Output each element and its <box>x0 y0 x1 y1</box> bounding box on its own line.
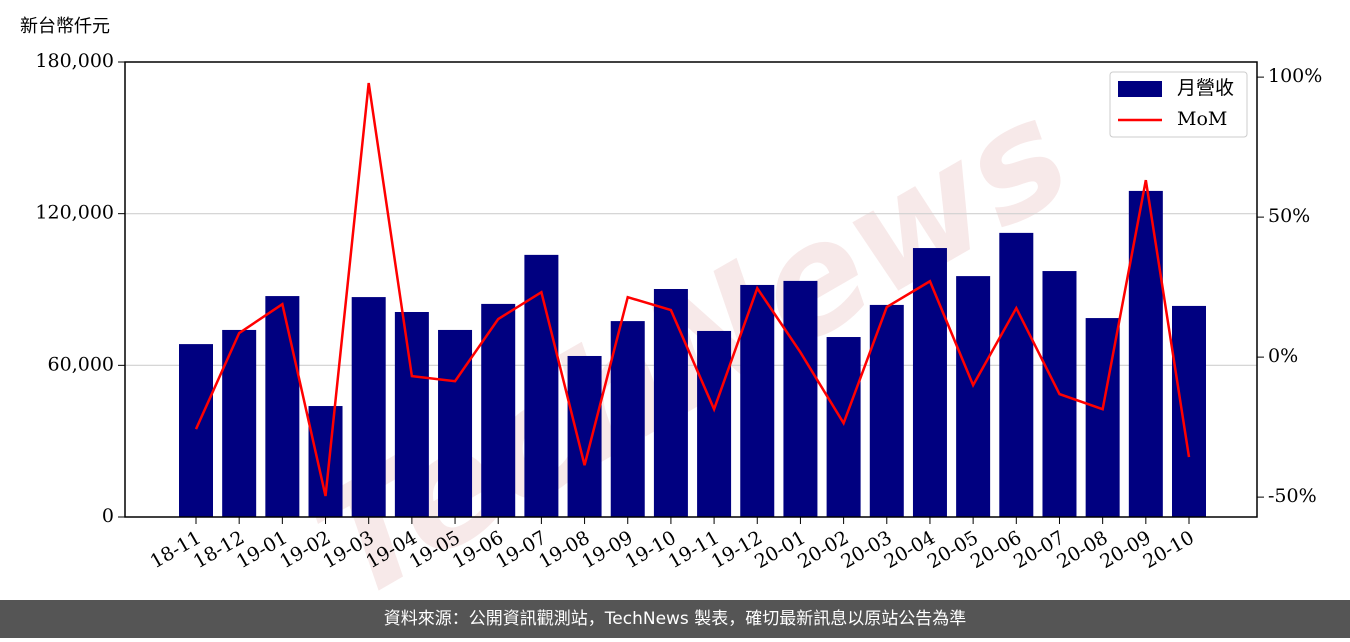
y-axis-label: 新台幣仟元 <box>20 16 110 37</box>
plot-frame <box>124 61 1258 518</box>
bar <box>999 232 1034 517</box>
bar <box>783 280 818 517</box>
bar <box>826 337 861 517</box>
y2-tick-label: 100% <box>1268 65 1322 87</box>
bar <box>1172 305 1206 517</box>
bar <box>394 311 429 517</box>
bar <box>653 288 688 517</box>
x-tick-label: 20-10 <box>1140 527 1198 573</box>
bar <box>438 329 473 517</box>
bar <box>610 321 645 517</box>
legend-swatch <box>1118 81 1162 97</box>
line <box>194 82 1191 497</box>
y-tick-label: 120,000 <box>35 202 114 224</box>
bar <box>265 296 300 517</box>
bar <box>956 276 991 517</box>
y2-tick-label: 50% <box>1268 205 1310 227</box>
y2-tick-label: 0% <box>1268 345 1298 367</box>
bar <box>912 248 947 518</box>
bar <box>481 303 516 517</box>
footer-bar <box>0 600 1350 638</box>
y-tick-label: 0 <box>102 505 114 527</box>
bar <box>308 406 343 517</box>
y-tick-label: 60,000 <box>48 353 114 375</box>
bar <box>351 297 386 517</box>
bar <box>697 330 732 517</box>
legend-label: MoM <box>1177 108 1227 130</box>
y-tick-label: 180,000 <box>35 50 114 72</box>
legend-label: 月營收 <box>1177 77 1234 99</box>
bar <box>179 344 213 517</box>
bar <box>567 355 602 517</box>
footer-text: 資料來源：公開資訊觀測站，TechNews 製表，確切最新訊息以原站公告為準 <box>384 609 966 629</box>
y2-tick-label: -50% <box>1268 485 1317 507</box>
